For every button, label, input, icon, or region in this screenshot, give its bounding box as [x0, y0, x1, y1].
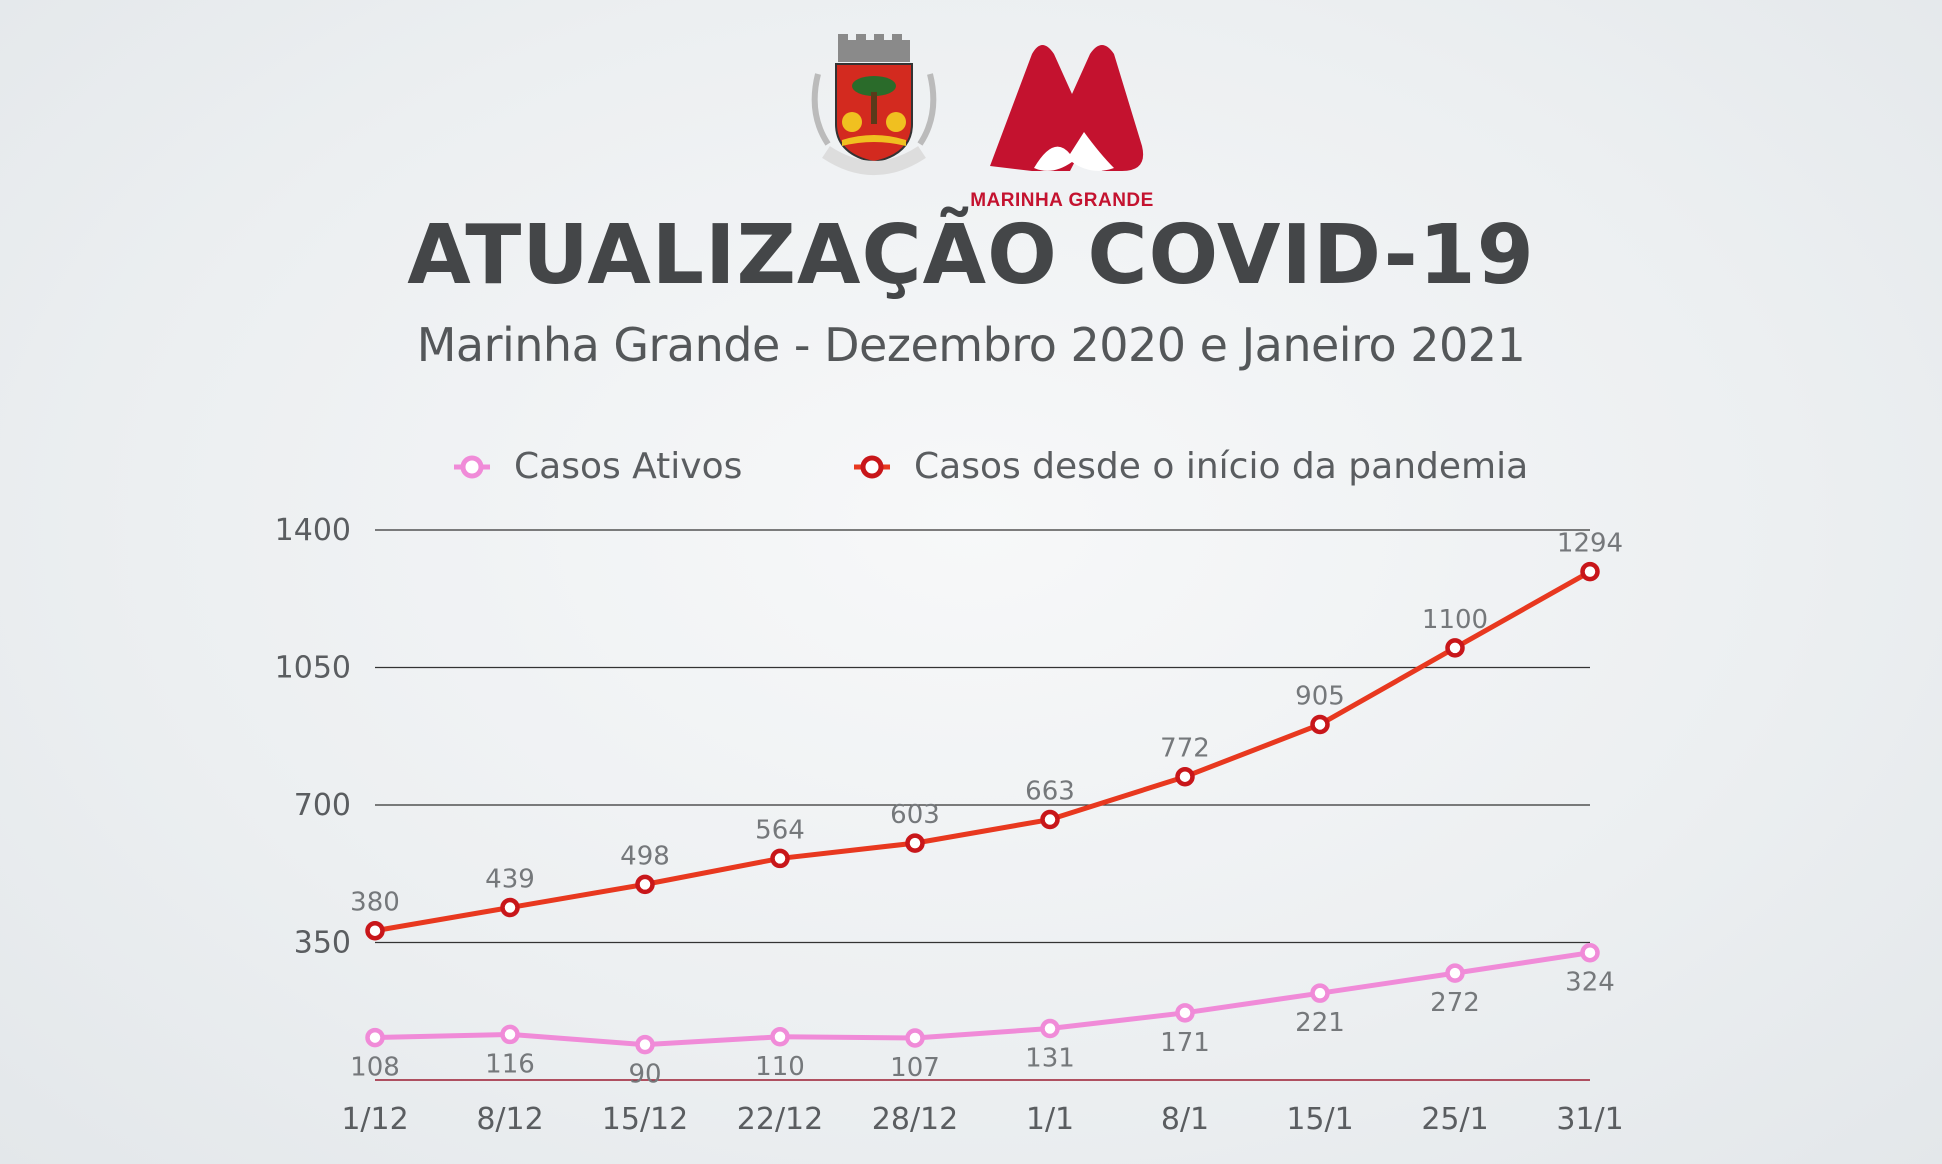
data-point — [365, 920, 385, 941]
data-label: 107 — [890, 1053, 940, 1083]
page-subtitle: Marinha Grande - Dezembro 2020 e Janeiro… — [416, 318, 1526, 372]
data-point — [770, 1027, 790, 1047]
data-point — [635, 874, 655, 895]
data-point — [1310, 714, 1330, 735]
data-point — [1040, 809, 1060, 830]
data-label: 905 — [1295, 681, 1345, 711]
x-tick-label: 15/1 — [1286, 1102, 1353, 1137]
legend-marker-pink-icon — [454, 455, 490, 478]
legend-marker-red-icon — [854, 455, 890, 478]
data-point — [905, 833, 925, 853]
data-label: 380 — [350, 888, 400, 918]
legend-label: Casos Ativos — [514, 446, 743, 487]
data-point — [635, 1034, 655, 1055]
y-tick-label: 700 — [294, 788, 351, 823]
data-point — [1580, 942, 1600, 963]
data-label: 110 — [755, 1052, 805, 1082]
chart-legend: Casos Ativos Casos desde o início da pan… — [0, 446, 1942, 496]
municipal-crest-icon — [811, 34, 937, 175]
data-point — [1445, 638, 1465, 658]
data-point — [1175, 766, 1195, 787]
data-point — [1445, 963, 1465, 983]
data-label: 439 — [485, 865, 535, 895]
data-label: 498 — [620, 841, 670, 871]
data-label: 1294 — [1557, 529, 1623, 559]
data-point — [500, 897, 520, 918]
y-tick-label: 350 — [294, 926, 351, 961]
data-label: 272 — [1430, 988, 1480, 1018]
x-tick-label: 1/1 — [1026, 1102, 1074, 1137]
y-tick-label: 1400 — [275, 513, 351, 548]
data-point — [500, 1024, 520, 1045]
x-tick-label: 8/1 — [1161, 1102, 1209, 1137]
data-point — [365, 1027, 385, 1048]
data-label: 324 — [1565, 968, 1615, 998]
data-label: 772 — [1160, 734, 1210, 764]
x-tick-label: 15/12 — [602, 1102, 688, 1137]
data-point — [1175, 1003, 1195, 1023]
x-tick-label: 8/12 — [476, 1102, 543, 1137]
legend-label: Casos desde o início da pandemia — [914, 446, 1529, 487]
data-label: 603 — [890, 800, 940, 830]
data-label: 221 — [1295, 1008, 1345, 1038]
series-line — [374, 950, 1591, 1048]
data-label: 171 — [1160, 1028, 1210, 1058]
data-label: 1100 — [1422, 605, 1488, 635]
legend-item-casos-ativos: Casos Ativos — [452, 446, 742, 487]
logos: MARINHA GRANDE — [0, 34, 1942, 211]
brand-logo-icon — [990, 45, 1144, 171]
data-point — [1040, 1018, 1060, 1039]
data-point — [905, 1028, 925, 1048]
data-label: 564 — [755, 815, 805, 845]
data-label: 116 — [485, 1049, 535, 1079]
data-point — [1580, 561, 1600, 582]
x-tick-label: 31/1 — [1556, 1102, 1623, 1137]
x-tick-label: 22/12 — [737, 1102, 823, 1137]
data-label: 663 — [1025, 777, 1075, 807]
brand-logo-text: MARINHA GRANDE — [970, 190, 1154, 211]
x-tick-label: 1/12 — [341, 1102, 408, 1137]
data-label: 108 — [350, 1053, 400, 1083]
series-line — [374, 569, 1592, 934]
x-tick-label: 25/1 — [1421, 1102, 1488, 1137]
page-title: ATUALIZAÇÃO COVID-19 — [407, 208, 1535, 303]
data-point — [770, 848, 790, 869]
data-label: 131 — [1025, 1044, 1075, 1074]
x-tick-label: 28/12 — [872, 1102, 958, 1137]
data-label: 90 — [628, 1060, 661, 1090]
y-tick-label: 1050 — [275, 651, 351, 686]
data-point — [1310, 983, 1330, 1003]
legend-item-casos-total: Casos desde o início da pandemia — [852, 446, 1528, 487]
